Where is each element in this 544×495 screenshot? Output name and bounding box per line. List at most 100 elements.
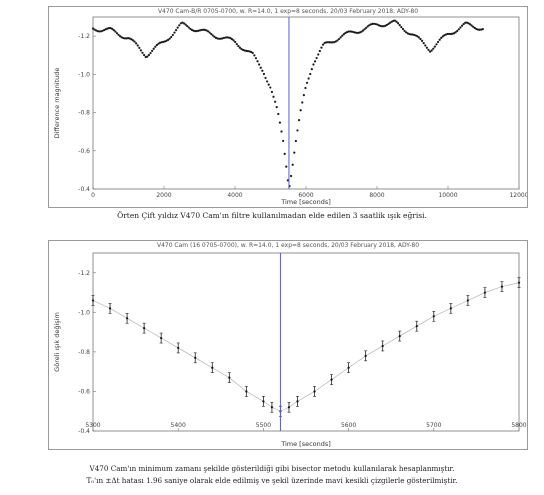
data-point: [481, 28, 484, 31]
data-point: [230, 38, 234, 41]
data-point: [468, 23, 472, 26]
data-point: [387, 22, 390, 25]
data-point: [302, 94, 305, 97]
data-point: [254, 57, 258, 60]
data-point: [269, 86, 272, 89]
data-point: [160, 336, 163, 340]
data-point: [466, 299, 469, 302]
data-point: [206, 30, 210, 33]
light-curve-zoom-panel: V470 Cam (16 0705-0700), w. R=14.0, 1 ex…: [48, 240, 528, 450]
data-point: [151, 49, 154, 53]
data-point: [328, 41, 331, 44]
data-point: [470, 24, 473, 27]
data-point: [364, 354, 367, 357]
data-point: [424, 44, 427, 47]
data-point: [226, 36, 229, 39]
x-tick-label: 5600: [341, 422, 356, 429]
data-point: [419, 37, 422, 41]
data-point: [232, 39, 235, 42]
y-tick-label: -0.6: [78, 148, 90, 155]
data-point: [202, 28, 205, 31]
data-point: [213, 35, 216, 38]
data-point: [287, 406, 291, 409]
data-point: [98, 30, 101, 33]
data-point: [500, 285, 504, 288]
data-point: [228, 376, 231, 379]
data-point: [147, 53, 151, 57]
data-point: [433, 45, 436, 48]
data-point: [467, 22, 470, 25]
data-point: [291, 163, 294, 166]
data-point: [262, 400, 265, 403]
data-point: [152, 47, 155, 50]
data-point: [398, 334, 401, 338]
data-point: [166, 38, 170, 41]
x-tick-label: 5300: [85, 422, 100, 429]
data-point: [194, 356, 197, 359]
data-point: [229, 37, 232, 40]
x-tick-label: 8000: [369, 192, 384, 199]
data-point: [296, 400, 299, 403]
data-point: [111, 27, 114, 30]
data-point: [321, 43, 325, 46]
data-point: [250, 50, 253, 54]
data-point: [329, 41, 333, 44]
data-point: [457, 28, 460, 31]
data-point: [310, 68, 313, 71]
x-tick-label: 5400: [171, 422, 186, 429]
data-point: [315, 56, 318, 60]
data-point: [448, 32, 451, 36]
data-point: [361, 29, 365, 32]
data-point: [449, 307, 452, 310]
x-tick-label: 12000: [509, 192, 527, 199]
data-point: [200, 28, 203, 32]
data-point: [430, 49, 433, 52]
data-point: [138, 46, 141, 49]
data-point: [119, 35, 122, 38]
data-point: [296, 129, 299, 132]
data-point: [389, 21, 392, 24]
data-point: [91, 27, 95, 30]
data-point: [425, 46, 428, 49]
data-point: [478, 28, 481, 31]
data-points: [91, 19, 484, 188]
data-point: [149, 51, 152, 55]
data-point: [462, 22, 465, 26]
data-point: [464, 21, 467, 24]
data-point: [139, 49, 143, 52]
y-tick-label: -0.8: [78, 349, 90, 356]
x-tick-label: 5800: [511, 422, 526, 429]
data-point: [187, 26, 190, 29]
data-point: [330, 378, 333, 381]
data-point: [417, 36, 420, 39]
data-point: [449, 32, 452, 36]
data-point: [91, 299, 95, 302]
data-point: [313, 60, 317, 63]
y-tick-label: -0.8: [78, 110, 90, 117]
data-point: [400, 25, 403, 29]
data-point: [165, 39, 168, 42]
data-point: [360, 30, 363, 33]
x-tick-label: 10000: [438, 192, 457, 199]
data-point: [422, 42, 425, 45]
data-point: [305, 81, 309, 84]
data-point: [365, 26, 368, 29]
light-curve-full-chart: 0 2000 4000 6000 8000 10000 12000 -1.2 -1.0 -0.8 -…: [53, 16, 527, 206]
data-point: [234, 40, 237, 44]
data-point: [456, 29, 459, 33]
data-point: [235, 43, 238, 46]
data-point: [342, 33, 345, 36]
data-point: [440, 36, 443, 39]
y-tick-label: -1.0: [78, 309, 90, 316]
data-point: [176, 26, 179, 29]
data-point: [339, 36, 342, 39]
data-point: [136, 44, 139, 47]
data-point: [436, 40, 440, 44]
y-axis-label: Göreli ışık değişim: [53, 312, 61, 372]
data-point: [154, 45, 157, 48]
data-point: [146, 55, 149, 58]
data-point: [446, 32, 449, 36]
data-point: [259, 66, 262, 69]
data-point: [189, 27, 192, 31]
footer-line-2: T₀'ın ±Δt hatası 1.96 saniye olarak elde…: [86, 476, 458, 485]
